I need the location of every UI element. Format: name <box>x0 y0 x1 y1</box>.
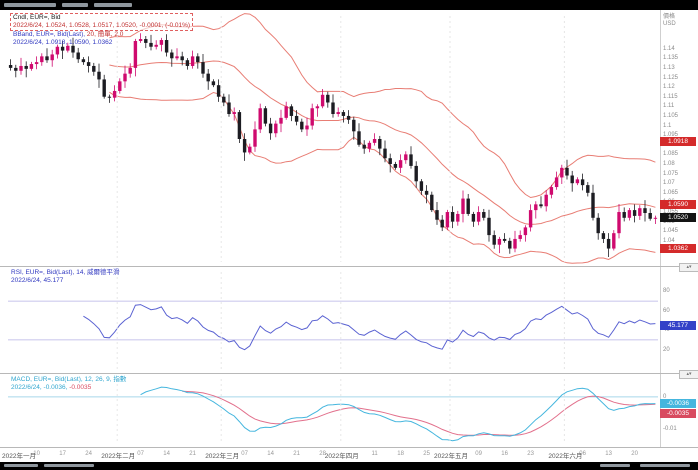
day-tick-label: 14 <box>267 451 274 457</box>
month-label: 2022年五月 <box>434 453 468 460</box>
price-axis-badge: 1.0520 <box>660 213 696 223</box>
month-label: 2022年四月 <box>324 453 359 460</box>
panel-collapse-control[interactable]: ▴▾ <box>679 370 698 379</box>
day-tick-label: 14 <box>163 451 170 457</box>
day-tick-label: 13 <box>605 451 612 457</box>
price-axis-header: 價格 USD <box>663 14 676 28</box>
statusbar-text-placeholder <box>600 464 630 467</box>
price-tick-label: 1.13 <box>663 64 675 71</box>
statusbar-text-placeholder <box>640 464 690 467</box>
panel-separator-macd[interactable] <box>0 373 698 374</box>
candle-legend-values: 2022/6/24, 1.0524, 1.0528, 1.0517, 1.052… <box>13 22 191 29</box>
bband-legend-params: 20, 簡單, 2.0 <box>86 31 124 38</box>
price-tick-label: 1.045 <box>663 228 679 235</box>
collapse-arrows-icon: ▴▾ <box>686 371 692 377</box>
macd-legend-values: 2022/6/24, -0.0036, -0.0035 <box>11 384 126 392</box>
day-tick-label: 21 <box>293 451 300 457</box>
rsi-tick-label: 60 <box>663 307 670 314</box>
price-tick-label: 1.08 <box>663 160 675 167</box>
price-tick-label: 1.11 <box>663 103 675 110</box>
price-tick-label: 1.105 <box>663 112 679 119</box>
macd-tick-label: 0 <box>663 393 667 400</box>
day-tick-label: 21 <box>189 451 196 457</box>
price-axis-badge: 1.0590 <box>660 199 696 209</box>
macd-axis-badge: -0.0035 <box>660 408 696 418</box>
month-label: 2022年二月 <box>101 453 136 460</box>
price-tick-label: 1.075 <box>663 170 679 177</box>
bband-legend[interactable]: BBand, EUR=, Bid(Last), 20, 簡單, 2.0 <box>13 31 193 39</box>
price-axis-title: 價格 <box>663 14 676 20</box>
panel-collapse-control[interactable]: ▴▾ <box>679 263 698 272</box>
macd-tick-label: -0.01 <box>663 426 677 433</box>
collapse-arrows-icon: ▴▾ <box>686 264 692 270</box>
price-axis-badge: 1.0362 <box>660 243 696 253</box>
statusbar-text-placeholder <box>44 464 94 467</box>
statusbar-text-placeholder <box>4 464 38 467</box>
day-tick-label: 09 <box>475 451 482 457</box>
rsi-tick-label: 20 <box>663 346 670 353</box>
bband-legend-name: BBand, EUR=, Bid(Last), <box>13 31 87 38</box>
bband-legend-values: 2022/6/24, 1.0918, 1.0590, 1.0362 <box>13 39 113 46</box>
price-tick-label: 1.04 <box>663 237 675 244</box>
price-legend[interactable]: Cndl, EUR=, Bid 2022/6/24, 1.0524, 1.052… <box>10 13 194 47</box>
window-statusbar[interactable] <box>0 462 698 470</box>
day-tick-label: 25 <box>423 451 430 457</box>
rsi-panel-series[interactable] <box>8 300 658 351</box>
rsi-axis-badge: 45.177 <box>660 320 696 330</box>
legend-selection-box[interactable]: Cndl, EUR=, Bid 2022/6/24, 1.0524, 1.052… <box>10 13 194 31</box>
day-tick-label: 16 <box>501 451 508 457</box>
day-tick-label: 18 <box>397 451 404 457</box>
price-tick-label: 1.095 <box>663 132 679 139</box>
titlebar-text-placeholder <box>4 3 56 7</box>
price-axis-unit: USD <box>663 21 676 27</box>
price-tick-label: 1.085 <box>663 151 679 158</box>
rsi-legend-title[interactable]: RSI, EUR=, Bid(Last), 14, 威爾德平滑 <box>11 269 120 276</box>
day-tick-label: 23 <box>527 451 534 457</box>
day-tick-label: 06 <box>579 451 586 457</box>
window-titlebar[interactable] <box>0 0 698 10</box>
month-label: 2022年六月 <box>548 453 583 460</box>
macd-signal-value: -0.0035 <box>69 384 92 391</box>
price-tick-label: 1.07 <box>663 180 675 187</box>
price-tick-label: 1.14 <box>663 45 675 52</box>
price-tick-label: 1.065 <box>663 189 679 196</box>
price-tick-label: 1.055 <box>663 209 679 216</box>
day-tick-label: 11 <box>371 451 378 457</box>
titlebar-text-placeholder <box>94 3 132 7</box>
day-tick-label: 17 <box>59 451 66 457</box>
rsi-tick-label: 40 <box>663 327 670 334</box>
candle-legend-title[interactable]: Cndl, EUR=, Bid <box>13 14 61 21</box>
price-axis-separator <box>660 10 661 447</box>
rsi-tick-label: 80 <box>663 288 670 295</box>
day-tick-label: 20 <box>631 451 638 457</box>
day-tick-label: 28 <box>319 451 326 457</box>
macd-axis-badge: -0.0036 <box>660 399 696 409</box>
day-tick-label: 07 <box>241 451 248 457</box>
rsi-legend[interactable]: RSI, EUR=, Bid(Last), 14, 威爾德平滑 2022/6/2… <box>11 269 120 285</box>
titlebar-text-placeholder <box>62 3 88 7</box>
day-tick-label: 24 <box>85 451 92 457</box>
price-tick-label: 1.12 <box>663 84 675 91</box>
macd-value: 2022/6/24, -0.0036, <box>11 384 70 391</box>
macd-legend-title[interactable]: MACD, EUR=, Bid(Last), 12, 26, 9, 指數 <box>11 376 127 383</box>
price-tick-label: 1.1 <box>663 122 672 129</box>
day-tick-label: 07 <box>137 451 144 457</box>
macd-panel-series[interactable] <box>8 386 658 442</box>
time-axis-separator <box>0 447 698 448</box>
month-label: 2022年一月 <box>2 453 36 460</box>
price-tick-label: 1.125 <box>663 74 679 81</box>
day-tick-label: 10 <box>33 451 40 457</box>
price-axis-badge: 1.0918 <box>660 136 696 146</box>
panel-separator-rsi[interactable] <box>0 266 698 267</box>
price-tick-label: 1.115 <box>663 93 678 100</box>
price-tick-label: 1.135 <box>663 55 679 62</box>
month-label: 2022年三月 <box>205 453 240 460</box>
main-panel-series[interactable] <box>8 13 658 264</box>
rsi-legend-values: 2022/6/24, 45.177 <box>11 277 64 284</box>
macd-legend[interactable]: MACD, EUR=, Bid(Last), 12, 26, 9, 指數 202… <box>11 376 126 392</box>
